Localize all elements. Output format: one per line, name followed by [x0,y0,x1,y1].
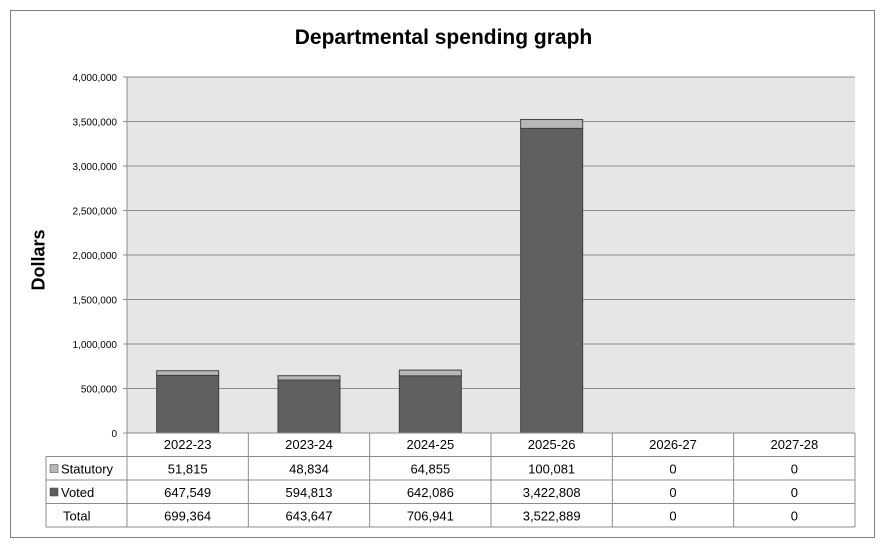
table-cell: 699,364 [164,509,211,524]
table-cell: 0 [791,462,798,477]
table-cell: 48,834 [289,462,329,477]
y-tick-label: 1,500,000 [73,296,118,307]
y-tick-label: 1,000,000 [73,340,118,351]
table-cell: 51,815 [168,462,208,477]
x-category-label: 2027-28 [770,437,818,452]
table-cell: 0 [791,485,798,500]
table-cell: 642,086 [407,485,454,500]
bar-voted [398,375,462,434]
table-cell: 64,855 [410,462,450,477]
legend-swatch-statutory [49,464,59,473]
table-cell: 594,813 [286,485,333,500]
bar-voted [520,127,584,434]
legend-swatch-voted [49,487,59,497]
x-category-label: 2025-26 [528,437,576,452]
table-cell: 3,422,808 [523,485,581,500]
table-cell: 100,081 [528,462,575,477]
bar-voted [277,379,341,434]
bar-statutory [398,369,462,377]
row-label: Total [63,509,91,524]
x-category-label: 2022-23 [164,437,212,452]
bar-statutory [156,370,220,376]
table-cell: 0 [791,509,798,524]
y-tick-label: 0 [111,429,117,440]
table-cell: 3,522,889 [523,509,581,524]
table-cell: 706,941 [407,509,454,524]
legend-label: Statutory [61,462,114,477]
legend-label: Voted [61,485,94,500]
bar-voted [156,374,220,434]
y-tick-label: 3,000,000 [73,162,118,173]
x-category-label: 2024-25 [406,437,454,452]
bar-statutory [277,375,341,381]
y-tick-label: 2,500,000 [73,207,118,218]
chart-title: Departmental spending graph [294,26,593,49]
table-cell: 0 [669,485,676,500]
y-tick-label: 2,000,000 [73,251,118,262]
x-category-label: 2023-24 [285,437,333,452]
table-cell: 647,549 [164,485,211,500]
x-category-label: 2026-27 [649,437,697,452]
y-tick-label: 500,000 [81,385,118,396]
y-tick-label: 4,000,000 [73,73,118,84]
table-cell: 643,647 [286,509,333,524]
table-cell: 0 [669,509,676,524]
bar-statutory [520,118,584,129]
y-tick-label: 3,500,000 [73,118,118,129]
table-cell: 0 [669,462,676,477]
